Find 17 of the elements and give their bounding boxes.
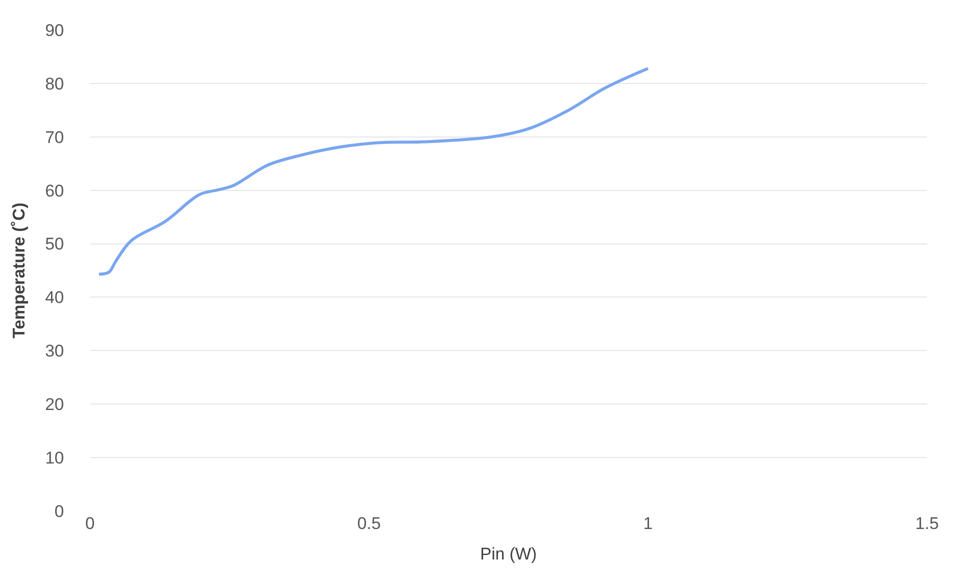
y-tick-label: 80 (45, 74, 64, 94)
line-series (97, 66, 650, 276)
y-tick-label: 40 (45, 288, 64, 308)
y-tick-label: 60 (45, 181, 64, 200)
y-axis-title: Temperature (˚C) (10, 202, 29, 338)
x-tick-label: 0 (85, 514, 95, 533)
x-axis-title: Pin (W) (480, 544, 537, 564)
x-tick-label: 0.5 (357, 514, 381, 533)
y-tick-label: 30 (45, 342, 64, 361)
x-tick-label: 1.5 (915, 514, 939, 533)
y-tick-label: 10 (45, 448, 64, 468)
y-tick-label: 20 (45, 395, 64, 414)
x-tick-label: 1 (643, 514, 653, 533)
y-tick-label: 50 (45, 234, 64, 254)
y-tick-label: 90 (45, 20, 64, 40)
y-tick-label: 70 (45, 128, 64, 147)
y-tick-label: 0 (54, 502, 64, 521)
